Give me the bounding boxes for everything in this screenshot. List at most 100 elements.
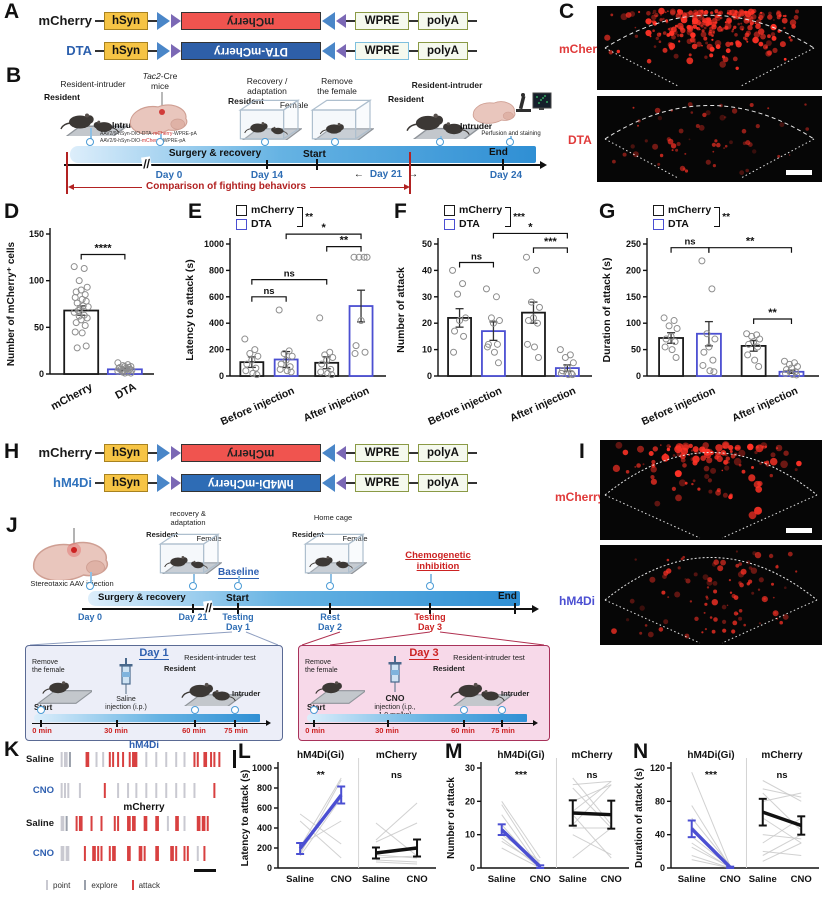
svg-text:0: 0 [39, 369, 44, 379]
panel-e-label: E [188, 200, 203, 223]
scatter-dot [698, 257, 706, 265]
svg-text:ns: ns [263, 286, 274, 297]
individual-lines [572, 777, 612, 859]
time-label: 30 min [104, 726, 128, 735]
day1-intruder-label: Intruder [232, 689, 261, 698]
scatter-dot [316, 314, 324, 322]
raster-legend-label: attack [138, 880, 160, 890]
svg-text:400: 400 [257, 823, 272, 833]
day3-box: Day 3 Remove the female CNO injection (i.… [298, 645, 550, 741]
day1-mini-bar [34, 714, 260, 722]
scatter-dot [357, 317, 365, 325]
scatter-dot [276, 365, 284, 373]
scatter-dot [283, 367, 291, 375]
legend-label: DTA [668, 218, 689, 230]
comparison-arrow-left-icon [68, 184, 74, 190]
fluorescence-image-mcherry [600, 440, 822, 540]
gene-box: mCherry [181, 443, 321, 462]
chart-m-mount: 0 10 20 30 Number of attack hM4Di(Gi) *** mCher… [445, 742, 633, 902]
scene1-intruder-label: Intruder [112, 120, 145, 130]
timeline-axis-arrow [540, 161, 547, 169]
scatter [316, 314, 337, 379]
scatter-dot [323, 356, 331, 364]
promoter-box: hSyn [104, 41, 148, 60]
scatter-dot [124, 368, 132, 376]
scene1-resident-label: Resident [44, 92, 80, 102]
svg-text:After injection: After injection [508, 385, 577, 425]
scatter-dot [78, 329, 86, 337]
scatter-dot [317, 368, 325, 376]
scatter-dot [76, 305, 84, 313]
scatter [482, 285, 503, 367]
construct-row: mCherry hSyn mCherry WPRE polyA [28, 7, 554, 34]
scatter-dot [785, 360, 793, 368]
comparison-bar-right [409, 152, 411, 194]
scatter-dot [700, 348, 708, 356]
cage-pair-illustration [238, 99, 302, 140]
gene-box: DTA-mCherry [181, 41, 321, 60]
raster-row-label: CNO [32, 785, 54, 796]
panel-m-label: M [445, 740, 463, 763]
legend-bracket-icon [505, 207, 512, 227]
scatter-dot [706, 367, 714, 375]
timeline-marker [506, 138, 514, 146]
scatter-dot [780, 357, 788, 365]
connector-line [346, 19, 355, 22]
timeline-marker [498, 706, 506, 714]
cage-single-illustration [310, 99, 374, 140]
day3-remove-label: Remove the female [305, 659, 338, 675]
scatter-dot [492, 293, 500, 301]
scatter-dot [670, 317, 678, 325]
timeline-stem [193, 574, 195, 582]
svg-text:ns: ns [471, 251, 482, 262]
scatter-dot [672, 354, 680, 362]
scatter-dot [83, 314, 91, 322]
svg-text:mCherry: mCherry [49, 381, 95, 413]
svg-text:Saline: Saline [678, 874, 706, 885]
scatter-dot [280, 350, 288, 358]
mice-pair-illustration [449, 682, 513, 706]
chemogenetic-label: Chemogenetic inhibition [405, 550, 471, 572]
timeline-stem [90, 572, 92, 582]
svg-text:CNO: CNO [331, 874, 352, 885]
axis-tick [266, 160, 268, 169]
chart-l-mount: 0 200 400 600 800 1000 Latency to attack (s) hM… [238, 742, 441, 902]
aav-construct-text-1: AAV2/9-hSyn-DIO-DTA-mCherry-WPRE-pA [100, 131, 197, 137]
syringe-icon [118, 658, 134, 695]
day-label: Testing Day 1 [222, 612, 254, 632]
polya-box: polyA [418, 473, 468, 492]
connector-line [148, 49, 157, 52]
connector-line [346, 481, 355, 484]
scatter-dot [241, 335, 249, 343]
wpre-box: WPRE [355, 443, 409, 462]
timeline-stem [90, 128, 92, 140]
scatter-dot [254, 352, 262, 360]
scatter-dot [80, 265, 88, 273]
scene3-caption: Recovery / adaptation [246, 76, 288, 96]
panel-f: F 0 10 20 30 40 50 Number of attack ns * *** Befor… [392, 198, 597, 428]
chart-e-mount: 0 200 400 600 800 1000 Latency to attack (s) ns… [180, 198, 392, 431]
fluorescence-svg [600, 545, 822, 645]
promoter-box: hSyn [104, 473, 148, 492]
scatter-dot [490, 348, 498, 356]
panel-g-label: G [599, 200, 616, 223]
raster-time-scalebar [194, 869, 216, 872]
svg-text:CNO: CNO [791, 874, 812, 885]
axis-tick [116, 720, 118, 727]
scene5-caption: Resident-intruder [411, 80, 483, 90]
scatter-dot [756, 335, 764, 343]
sig-label: ** [317, 769, 326, 781]
panel-d: D 0 50 100 150 Number of mCherry⁺ cells **** m… [2, 198, 178, 426]
fluorescence-image-dta [597, 96, 822, 182]
connector-line [468, 19, 477, 22]
panel-f-label: F [394, 200, 407, 223]
axis-tick [387, 720, 389, 727]
cells [604, 7, 799, 70]
day3-resident-label: Resident [433, 664, 465, 673]
region-outline [604, 104, 815, 179]
scatter-dot [665, 322, 673, 330]
scatter-dot [72, 319, 80, 327]
timeline-marker [426, 582, 434, 590]
timeline-marker [37, 706, 45, 714]
timeline-segment-label: Surgery & recovery [98, 592, 186, 603]
